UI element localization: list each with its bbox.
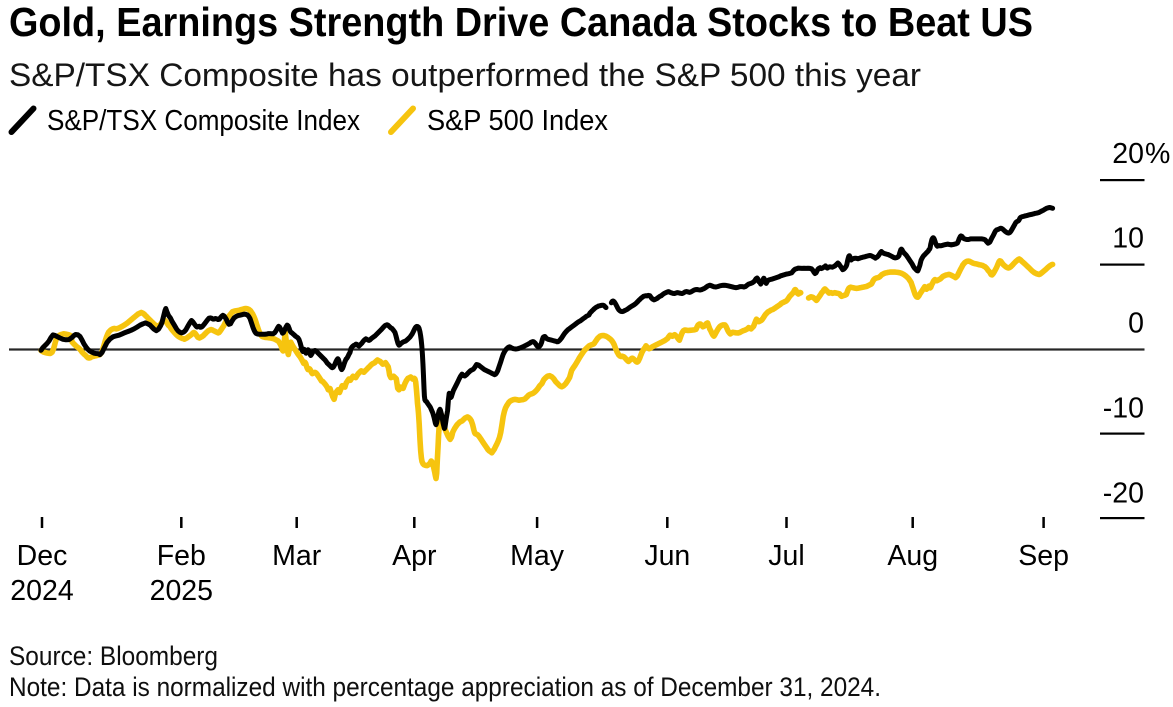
- svg-text:S&P/TSX Composite has outperfo: S&P/TSX Composite has outperformed the S…: [9, 57, 921, 93]
- svg-text:Note: Data is normalized with: Note: Data is normalized with percentage…: [9, 672, 881, 702]
- svg-text:May: May: [510, 540, 565, 572]
- svg-text:-10: -10: [1103, 393, 1144, 425]
- svg-text:Aug: Aug: [887, 540, 938, 572]
- svg-text:2024: 2024: [10, 575, 74, 607]
- svg-text:0: 0: [1128, 308, 1144, 340]
- svg-text:Jun: Jun: [644, 540, 690, 572]
- svg-text:2025: 2025: [150, 575, 213, 607]
- svg-text:Feb: Feb: [157, 540, 206, 572]
- svg-text:10: 10: [1112, 223, 1144, 255]
- svg-text:-20: -20: [1103, 478, 1144, 510]
- svg-text:Source: Bloomberg: Source: Bloomberg: [9, 641, 218, 671]
- svg-text:Mar: Mar: [272, 540, 322, 572]
- svg-text:20: 20: [1112, 138, 1144, 170]
- svg-text:%: %: [1145, 138, 1170, 170]
- svg-text:Gold, Earnings Strength Drive: Gold, Earnings Strength Drive Canada Sto…: [9, 0, 1033, 45]
- svg-text:Jul: Jul: [768, 540, 804, 572]
- svg-text:Apr: Apr: [392, 540, 437, 572]
- svg-text:S&P/TSX Composite Index: S&P/TSX Composite Index: [47, 105, 360, 137]
- svg-text:Sep: Sep: [1018, 540, 1069, 572]
- svg-text:Dec: Dec: [17, 540, 68, 572]
- svg-text:S&P 500 Index: S&P 500 Index: [427, 105, 608, 137]
